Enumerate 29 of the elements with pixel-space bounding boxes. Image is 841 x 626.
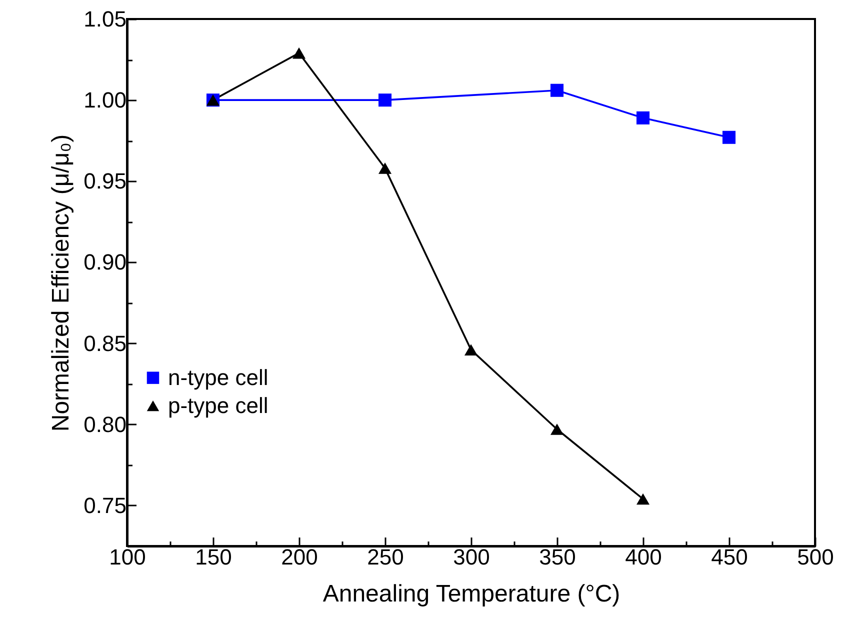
y-tick-label: 0.90 bbox=[84, 250, 126, 275]
point bbox=[378, 162, 392, 174]
point bbox=[636, 493, 650, 505]
x-tick-label: 250 bbox=[367, 544, 404, 570]
point bbox=[550, 424, 564, 435]
y-tick-label: 0.75 bbox=[84, 492, 126, 518]
x-tick-label: 350 bbox=[539, 544, 576, 570]
x-tick-label: 100 bbox=[109, 544, 146, 570]
x-tick-label: 500 bbox=[797, 544, 834, 570]
x-tick-label: 150 bbox=[195, 544, 232, 570]
y-tick-label: 1.05 bbox=[84, 6, 126, 32]
y-tick-label: 0.80 bbox=[84, 412, 126, 437]
legend-label: n-type cell bbox=[168, 364, 268, 390]
point bbox=[722, 130, 736, 144]
point bbox=[378, 94, 392, 107]
legend-label: p-type cell bbox=[168, 392, 268, 418]
x-tick-label: 200 bbox=[281, 544, 318, 570]
point bbox=[550, 84, 564, 97]
point bbox=[292, 47, 306, 59]
y-tick-label: 0.95 bbox=[84, 168, 126, 194]
x-tick-label: 450 bbox=[711, 544, 748, 570]
x-tick-label: 300 bbox=[453, 544, 490, 570]
point bbox=[464, 344, 478, 356]
point bbox=[636, 111, 650, 124]
x-axis-title: Annealing Temperature (°C) bbox=[322, 580, 620, 608]
y-tick-label: 1.00 bbox=[84, 88, 126, 113]
x-tick-label: 400 bbox=[625, 544, 662, 570]
y-tick-label: 0.85 bbox=[84, 330, 126, 356]
y-axis-title: Normalized Efficiency (μ/μ₀) bbox=[48, 134, 75, 432]
